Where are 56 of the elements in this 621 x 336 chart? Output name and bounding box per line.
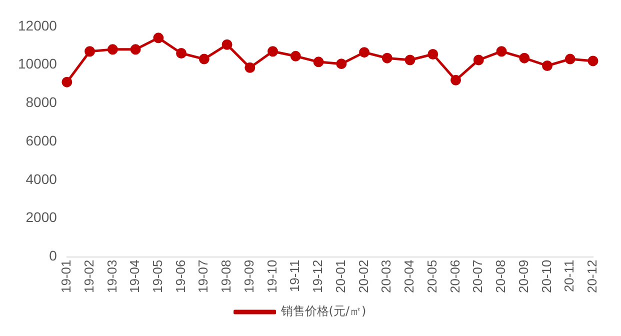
x-tick-label: 19-07 (196, 260, 211, 293)
point (382, 52, 392, 64)
point (542, 60, 553, 71)
point (268, 46, 278, 57)
y-tick-label: 6000 (26, 132, 58, 148)
point (62, 76, 72, 88)
y-tick-label: 8000 (26, 94, 58, 110)
x-tick-label: 19-09 (241, 260, 256, 293)
point (153, 32, 164, 44)
x-tick-label: 19-12 (310, 260, 326, 293)
point (176, 48, 187, 59)
x-tick-label: 20-01 (332, 260, 348, 293)
point (496, 46, 507, 57)
x-tick-label: 19-03 (104, 260, 120, 293)
x-tick-label: 19-10 (264, 260, 280, 293)
point (450, 74, 462, 86)
point (84, 46, 96, 57)
point (588, 56, 598, 66)
y-tick-label: 4000 (26, 170, 58, 187)
x-tick-label: 20-06 (447, 260, 462, 293)
x-tick-label: 20-10 (538, 260, 554, 293)
x-tick-label: 20-03 (378, 260, 394, 293)
point (404, 54, 416, 66)
x-tick-label: 20-12 (584, 260, 600, 293)
point (473, 54, 484, 66)
point (198, 54, 210, 64)
x-tick-label: 19-02 (81, 260, 96, 293)
x-tick-label: 20-11 (562, 260, 577, 292)
x-tick-label: 19-06 (172, 260, 188, 293)
x-tick-label: 20-07 (470, 260, 486, 293)
x-tick-label: 20-09 (516, 260, 531, 293)
y-tick-label: 2000 (26, 209, 58, 226)
x-tick-label: 20-02 (356, 260, 371, 293)
point (428, 48, 438, 60)
point (564, 54, 576, 64)
point (359, 47, 370, 58)
y-tick-label: 10000 (18, 56, 58, 72)
x-tick-label: 20-05 (424, 260, 440, 293)
x-tick-label: 20-08 (493, 260, 508, 293)
x-tick-label: 19-05 (150, 260, 165, 293)
point (290, 50, 301, 62)
point (130, 44, 141, 55)
x-tick-label: 19-04 (127, 260, 142, 293)
x-tick-label: 20-04 (402, 260, 417, 293)
point (222, 39, 232, 50)
y-tick-label: 0 (49, 248, 58, 264)
point (107, 44, 118, 55)
point (336, 58, 347, 70)
legend-label: 销售价格(元/㎡) (280, 304, 366, 318)
point (519, 52, 530, 64)
x-tick-label: 19-11 (287, 260, 302, 292)
point (244, 62, 256, 73)
x-tick-label: 19-08 (218, 260, 234, 293)
x-tick-label: 19-01 (58, 260, 74, 293)
y-tick-label: 12000 (18, 17, 58, 34)
point (313, 56, 324, 68)
